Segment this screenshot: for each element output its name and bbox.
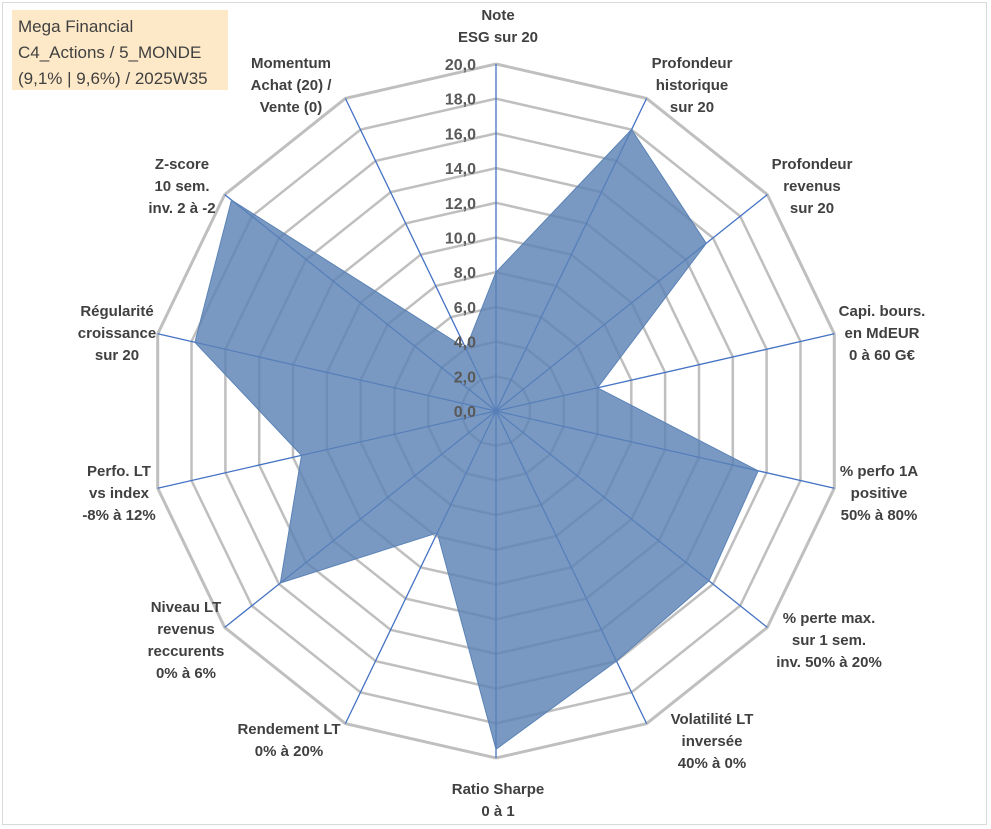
axis-label: Régularité croissance sur 20: [78, 303, 156, 364]
axis-label-line: revenus: [157, 621, 215, 638]
axis-label: Perfo. LT vs index -8% à 12%: [82, 463, 155, 524]
axis-label-line: positive: [851, 485, 908, 502]
axis-label-line: historique: [656, 77, 729, 94]
tick-label: 16,0: [445, 126, 476, 143]
title-line-1: Mega Financial: [18, 17, 134, 36]
axis-label-line: Achat (20) /: [251, 77, 333, 94]
axis-label-line: 10 sem.: [154, 178, 209, 195]
axis-label-line: 50% à 80%: [841, 507, 918, 524]
axis-label-line: sur 20: [790, 200, 834, 217]
chart-title-box: Mega Financial C4_Actions / 5_MONDE (9,1…: [12, 10, 228, 90]
axis-label-line: Z-score: [155, 156, 209, 173]
axis-label: % perte max. sur 1 sem. inv. 50% à 20%: [776, 610, 882, 671]
axis-label-line: sur 20: [95, 347, 139, 364]
radar-series: [194, 128, 759, 751]
axis-label-line: croissance: [78, 325, 156, 342]
axis-label-line: sur 20: [670, 99, 714, 116]
axis-label-line: vs index: [89, 485, 150, 502]
axis-label-line: 40% à 0%: [678, 755, 746, 772]
axis-label: Niveau LT revenus reccurents 0% à 6%: [148, 599, 225, 682]
axis-label-line: inv. 2 à -2: [148, 200, 215, 217]
series-area: [194, 128, 759, 751]
axis-label-line: sur 1 sem.: [792, 632, 866, 649]
axis-label: Note ESG sur 20: [458, 7, 538, 46]
tick-label: 18,0: [445, 92, 476, 109]
tick-label: 12,0: [445, 196, 476, 213]
axis-label-line: 0 à 60 G€: [849, 347, 916, 364]
axis-label-line: Momentum: [251, 55, 331, 72]
tick-label: 10,0: [445, 231, 476, 248]
axis-label-line: Profondeur: [772, 156, 853, 173]
axis-label: Profondeur historique sur 20: [652, 55, 733, 116]
axis-label-line: inversée: [682, 733, 743, 750]
axis-label: Momentum Achat (20) / Vente (0): [251, 55, 333, 116]
axis-label-line: Vente (0): [260, 99, 323, 116]
axis-label-line: en MdEUR: [845, 325, 920, 342]
axis-label: % perfo 1A positive 50% à 80%: [840, 463, 919, 524]
axis-label-line: Perfo. LT: [87, 463, 151, 480]
axis-label: Rendement LT 0% à 20%: [237, 721, 340, 760]
axis-label: Profondeur revenus sur 20: [772, 156, 853, 217]
tick-label: 6,0: [454, 300, 476, 317]
axis-label: Ratio Sharpe 0 à 1: [452, 781, 545, 820]
tick-label: 20,0: [445, 57, 476, 74]
axis-label-line: Régularité: [80, 303, 153, 320]
tick-label: 8,0: [454, 265, 476, 282]
axis-label-line: ESG sur 20: [458, 29, 538, 46]
title-line-3: (9,1% | 9,6%) / 2025W35: [18, 69, 208, 88]
axis-label-line: Volatilité LT: [671, 711, 754, 728]
axis-label-line: 0% à 6%: [156, 665, 216, 682]
tick-label: 4,0: [454, 335, 476, 352]
tick-label: 2,0: [454, 369, 476, 386]
axis-label: Capi. bours. en MdEUR 0 à 60 G€: [839, 303, 926, 364]
tick-label: 0,0: [454, 404, 476, 421]
axis-label-line: Niveau LT: [151, 599, 222, 616]
axis-label-line: % perfo 1A: [840, 463, 919, 480]
axis-label-line: Profondeur: [652, 55, 733, 72]
radar-axis-labels: Note ESG sur 20 Profondeur historique sur 20…: [78, 7, 926, 820]
axis-label-line: Rendement LT: [237, 721, 340, 738]
axis-label-line: 0 à 1: [481, 803, 514, 820]
axis-label: Z-score 10 sem. inv. 2 à -2: [148, 156, 215, 217]
axis-label-line: revenus: [783, 178, 841, 195]
axis-label-line: reccurents: [148, 643, 225, 660]
axis-label-line: 0% à 20%: [255, 743, 323, 760]
axis-label: Volatilité LT inversée 40% à 0%: [671, 711, 754, 772]
axis-label-line: -8% à 12%: [82, 507, 155, 524]
axis-label-line: Capi. bours.: [839, 303, 926, 320]
axis-label-line: Note: [481, 7, 514, 24]
title-line-2: C4_Actions / 5_MONDE: [18, 43, 202, 62]
axis-label-line: inv. 50% à 20%: [776, 654, 882, 671]
axis-label-line: % perte max.: [783, 610, 876, 627]
radar-tick-labels: 0,0 2,0 4,0 6,0 8,0 10,0 12,0 14,0 16,0 18,0 20,0: [445, 57, 476, 421]
tick-label: 14,0: [445, 161, 476, 178]
axis-label-line: Ratio Sharpe: [452, 781, 545, 798]
